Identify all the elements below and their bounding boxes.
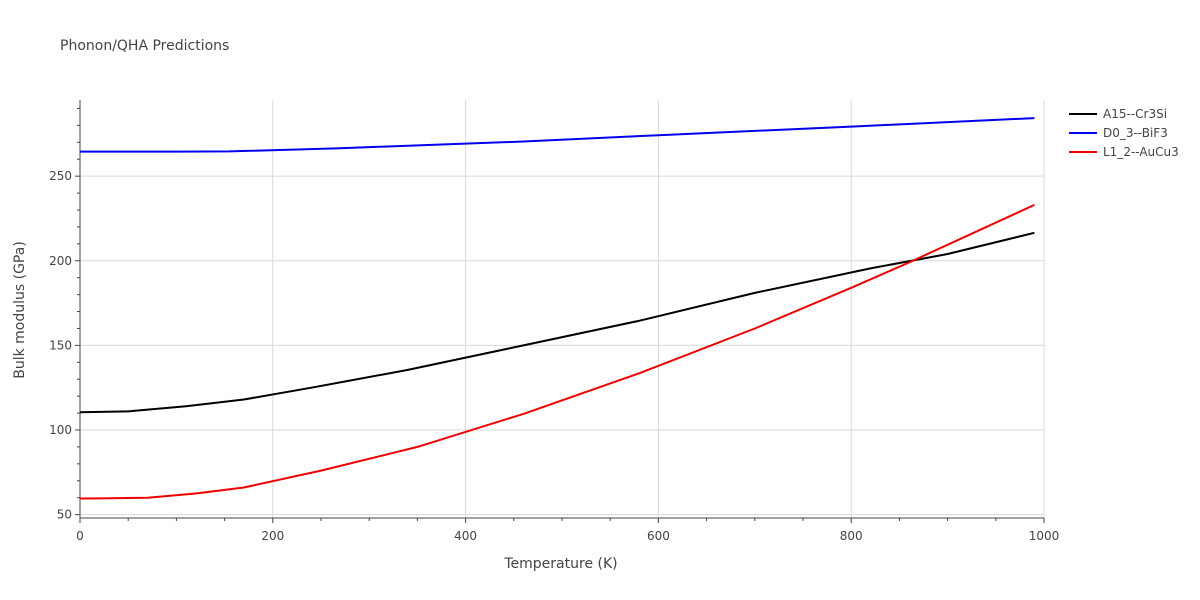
legend-label: D0_3--BiF3 <box>1103 126 1168 140</box>
y-tick-label: 150 <box>49 338 72 352</box>
axes-layer: 0 200 400 600 800 1000 50 100 150 200 250 <box>49 100 1059 543</box>
legend-item[interactable]: A15--Cr3Si <box>1069 107 1167 121</box>
x-tick-label: 200 <box>261 529 284 543</box>
x-axis-title: Temperature (K) <box>503 556 617 572</box>
series-line-d0-3-bif3[interactable] <box>80 117 1035 153</box>
legend[interactable]: A15--Cr3Si D0_3--BiF3 L1_2--AuCu3 <box>1069 107 1179 159</box>
y-axis-title: Bulk modulus (GPa) <box>12 241 28 379</box>
x-tick-label: 1000 <box>1029 529 1060 543</box>
series-line-l1-2-aucu3[interactable] <box>79 203 1035 500</box>
x-tick-label: 0 <box>76 529 84 543</box>
series-line-a15-cr3si[interactable] <box>79 231 1035 414</box>
legend-item[interactable]: D0_3--BiF3 <box>1069 126 1168 140</box>
legend-label: A15--Cr3Si <box>1103 107 1167 121</box>
y-tick-label: 50 <box>57 508 72 522</box>
legend-label: L1_2--AuCu3 <box>1103 145 1179 159</box>
grid-layer <box>80 100 1045 518</box>
y-tick-label: 250 <box>49 169 72 183</box>
series-layer <box>79 117 1035 500</box>
x-tick-label: 400 <box>454 529 477 543</box>
x-tick-label: 800 <box>840 529 863 543</box>
y-tick-label: 100 <box>49 423 72 437</box>
x-tick-label: 600 <box>647 529 670 543</box>
y-tick-label: 200 <box>49 254 72 268</box>
legend-item[interactable]: L1_2--AuCu3 <box>1069 145 1179 159</box>
chart-title: Phonon/QHA Predictions <box>60 38 229 54</box>
